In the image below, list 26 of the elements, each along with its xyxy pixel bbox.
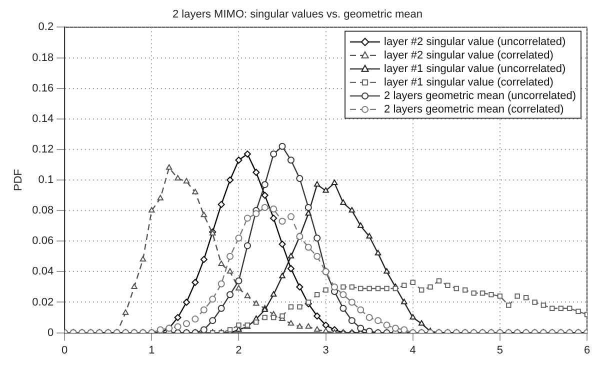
y-tick-label: 0.06 bbox=[32, 235, 54, 248]
y-axis-title: PDF bbox=[12, 168, 25, 191]
y-tick-label: 0.14 bbox=[32, 112, 54, 125]
y-tick-label: 0.08 bbox=[32, 204, 54, 217]
x-tick-label: 6 bbox=[584, 344, 590, 356]
y-tick-label: 0.04 bbox=[32, 266, 54, 278]
legend-label: 2 layers geometric mean (uncorrelated) bbox=[384, 90, 576, 102]
x-tick-label: 4 bbox=[410, 344, 416, 356]
y-tick-label: 0.02 bbox=[32, 296, 54, 308]
y-tick-label: 0.2 bbox=[38, 21, 54, 34]
legend-label: 2 layers geometric mean (correlated) bbox=[384, 103, 564, 116]
y-tick-label: 0.18 bbox=[32, 52, 54, 64]
x-tick-label: 3 bbox=[322, 344, 329, 356]
x-tick-label: 0 bbox=[62, 344, 68, 356]
y-tick-label: 0.12 bbox=[32, 143, 54, 156]
x-tick-label: 2 bbox=[236, 344, 242, 356]
x-tick-label: 5 bbox=[496, 344, 503, 356]
legend-label: layer #2 singular value (uncorrelated) bbox=[384, 36, 566, 48]
legend-label: layer #1 singular value (uncorrelated) bbox=[384, 62, 566, 75]
legend-label: layer #2 singular value (correlated) bbox=[384, 49, 554, 62]
legend-label: layer #1 singular value (correlated) bbox=[384, 76, 554, 88]
y-tick-label: 0.16 bbox=[32, 82, 54, 94]
y-tick-label: 0 bbox=[47, 326, 54, 339]
y-tick-label: 0.1 bbox=[38, 174, 54, 186]
x-tick-label: 1 bbox=[148, 344, 155, 356]
chart-title: 2 layers MIMO: singular values vs. geometric mean bbox=[172, 8, 423, 21]
